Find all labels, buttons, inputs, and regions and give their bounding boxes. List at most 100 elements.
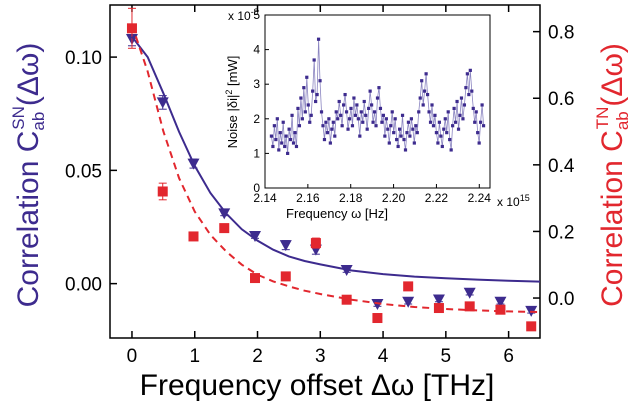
noise-data-point <box>300 117 304 121</box>
noise-data-point <box>324 120 328 124</box>
x-tick-label: 4 <box>378 346 389 367</box>
noise-data-point <box>458 113 462 117</box>
noise-data-point <box>311 89 315 93</box>
noise-data-point <box>305 75 309 79</box>
tn-data-point <box>341 294 352 305</box>
noise-data-point <box>455 99 459 104</box>
noise-data-point <box>445 131 449 135</box>
sn-data-point <box>249 231 262 243</box>
sn-fit-curve <box>131 36 541 283</box>
noise-data-point <box>356 117 360 121</box>
noise-data-point <box>288 137 293 142</box>
noise-data-point <box>272 124 276 128</box>
right-y-tick-label: 0.4 <box>548 156 575 177</box>
noise-data-point <box>296 106 300 111</box>
x-tick-label: 3 <box>315 346 326 367</box>
tn-data-point <box>188 231 199 242</box>
noise-data-point <box>412 141 416 145</box>
noise-data-point <box>442 127 446 131</box>
noise-data-point <box>402 137 406 142</box>
inset-x-axis-label: Frequency ω [Hz] <box>286 206 388 221</box>
noise-data-point <box>421 103 425 107</box>
noise-data-point <box>271 144 275 149</box>
inset-x-tick-label: 2.18 <box>339 191 363 205</box>
noise-data-point <box>355 103 359 107</box>
noise-data-point <box>467 92 471 97</box>
noise-data-point <box>427 110 431 114</box>
noise-data-point <box>461 117 465 121</box>
noise-data-point <box>430 103 434 107</box>
noise-data-point <box>275 117 279 121</box>
tn-data-point <box>310 238 321 249</box>
sn-data-point <box>279 240 292 252</box>
noise-data-point <box>425 92 430 97</box>
noise-data-point <box>395 137 399 142</box>
right-y-tick-label: 0.2 <box>548 222 574 243</box>
noise-data-point <box>294 144 299 149</box>
noise-data-point <box>480 103 484 107</box>
noise-data-point <box>330 127 334 131</box>
noise-data-point <box>312 58 316 62</box>
noise-data-point <box>397 127 402 131</box>
noise-data-point <box>370 103 374 107</box>
noise-data-point <box>306 103 310 107</box>
inset-y-tick-label: 5 <box>253 8 260 22</box>
noise-data-point <box>452 106 456 111</box>
noise-data-point <box>316 37 321 41</box>
noise-data-point <box>371 120 375 124</box>
noise-data-point <box>390 110 394 114</box>
tn-data-point <box>219 223 230 234</box>
x-tick-label: 1 <box>189 346 200 367</box>
noise-data-point <box>431 124 436 128</box>
noise-data-point <box>389 124 393 128</box>
noise-data-point <box>375 96 380 100</box>
sn-data-point <box>218 208 231 220</box>
noise-data-point <box>408 134 412 138</box>
x-tick-label: 2 <box>252 346 263 367</box>
noise-data-point <box>361 120 365 124</box>
noise-data-point <box>414 124 418 128</box>
noise-data-point <box>383 134 387 138</box>
noise-data-point <box>358 134 362 138</box>
noise-data-point <box>327 117 331 121</box>
tn-data-point <box>280 271 291 282</box>
noise-data-point <box>303 110 307 114</box>
noise-data-point <box>428 120 433 124</box>
noise-data-point <box>409 117 413 121</box>
noise-data-point <box>314 99 318 104</box>
noise-data-point <box>415 131 419 135</box>
noise-data-point <box>343 92 347 97</box>
sn-data-point <box>463 287 476 299</box>
noise-data-point <box>321 124 325 128</box>
x-tick-label: 0 <box>127 346 138 367</box>
noise-data-point <box>439 134 443 138</box>
noise-data-point <box>449 148 453 152</box>
noise-data-point <box>384 117 388 121</box>
noise-data-point <box>420 79 424 83</box>
noise-data-point <box>315 92 319 97</box>
noise-data-point <box>462 103 467 107</box>
left-y-tick-label: 0.10 <box>65 48 102 69</box>
noise-data-point <box>336 117 340 121</box>
noise-data-point <box>446 110 450 114</box>
noise-data-point <box>437 120 441 124</box>
noise-data-point <box>471 106 475 111</box>
noise-data-point <box>380 120 384 124</box>
sn-data-point <box>432 294 445 306</box>
noise-data-point <box>474 110 478 114</box>
noise-data-point <box>465 72 469 76</box>
noise-data-point <box>290 113 294 117</box>
noise-data-point <box>417 110 421 114</box>
noise-data-point <box>293 131 297 135</box>
noise-data-point <box>393 117 397 121</box>
inset-x-exponent: x 1015 <box>497 193 530 209</box>
noise-data-point <box>392 131 396 135</box>
axis-labels: Frequency offset Δω [THz] Correlation Ca… <box>9 7 632 402</box>
noise-data-point <box>481 124 486 128</box>
noise-data-point <box>362 99 366 104</box>
noise-data-point <box>342 103 346 107</box>
noise-data-point <box>334 110 338 114</box>
noise-data-point <box>405 131 409 135</box>
noise-data-point <box>411 127 415 131</box>
left-y-axis-label: Correlation CabSN(Δω) <box>9 43 48 308</box>
